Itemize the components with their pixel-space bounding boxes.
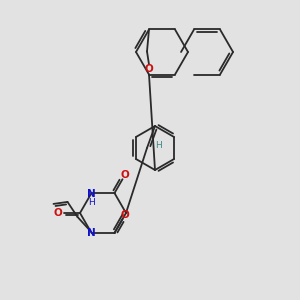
Text: O: O (121, 170, 129, 180)
Text: H: H (88, 198, 95, 207)
Text: N: N (87, 189, 96, 199)
Text: O: O (121, 210, 129, 220)
Text: N: N (87, 228, 96, 238)
Text: O: O (54, 208, 62, 218)
Text: H: H (156, 142, 162, 151)
Text: O: O (145, 64, 153, 74)
